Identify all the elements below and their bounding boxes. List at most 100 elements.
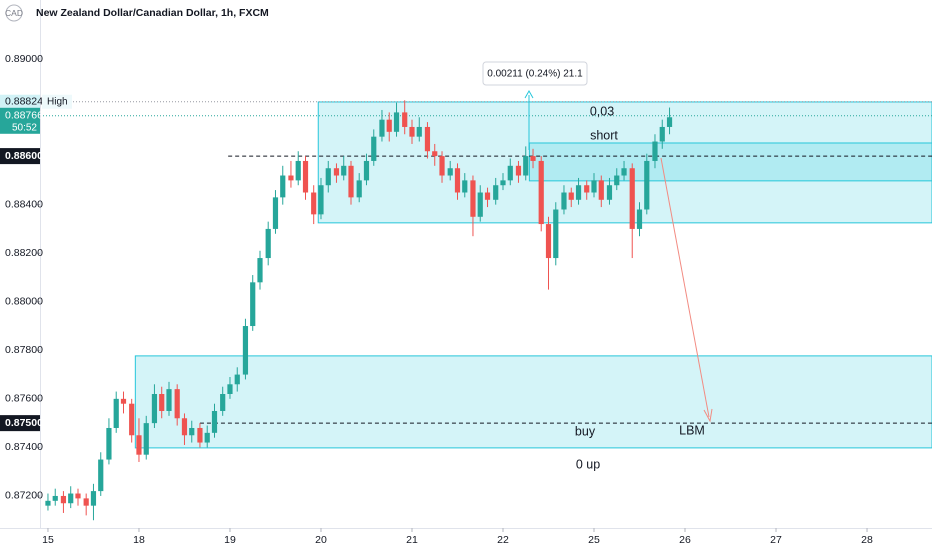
candle-body	[295, 160, 301, 181]
candle-body	[568, 192, 574, 200]
candle-body	[621, 168, 627, 176]
measure-label: 0.00211 (0.24%) 21.1	[487, 69, 583, 80]
candle-body	[493, 185, 499, 200]
candle-body	[318, 185, 324, 215]
currency-icon[interactable]	[5, 4, 23, 22]
x-tick-label: 19	[224, 534, 236, 546]
candle-body	[659, 126, 665, 142]
candle-body	[484, 192, 491, 200]
last-price-label: 0.88766	[5, 110, 43, 122]
candle-body	[477, 192, 483, 217]
y-tick-label: 0.88000	[5, 296, 43, 308]
candle-body	[447, 168, 453, 176]
candle-body	[159, 393, 165, 411]
axis-layer: 0.89000 0.88400 0.88200 0.88000 0.87800 0.876…	[0, 53, 873, 546]
zone	[134, 355, 932, 449]
candle-body	[462, 180, 468, 193]
candle-body	[439, 156, 445, 176]
y-tick-label: 0.87400	[5, 441, 43, 453]
candle-body	[341, 165, 347, 176]
candle-body	[507, 165, 513, 181]
candle-body	[523, 156, 529, 176]
candle-body	[143, 423, 149, 455]
candle-body	[280, 175, 286, 198]
candle-body	[136, 435, 142, 455]
candle-body	[454, 168, 461, 193]
candle-body	[242, 326, 249, 375]
candle-body	[500, 180, 506, 186]
candle-body	[379, 119, 385, 137]
candle-body	[250, 282, 256, 327]
candle-body	[151, 393, 158, 424]
projection-arrow	[660, 157, 710, 418]
price-axis	[0, 0, 40, 528]
candle-body	[545, 224, 552, 259]
price-badge	[0, 94, 40, 109]
zone	[317, 101, 932, 224]
measure-label-box	[482, 61, 588, 86]
candle-body	[204, 432, 210, 443]
candle-body	[515, 165, 522, 176]
annotation: short	[590, 128, 618, 142]
candle-body	[98, 459, 104, 492]
candle-body	[356, 180, 362, 198]
y-tick-label: 0.87200	[5, 490, 43, 502]
x-tick-label: 20	[315, 534, 327, 546]
candle-body	[45, 500, 51, 506]
candle-body	[416, 126, 422, 137]
candle-body	[530, 156, 536, 161]
candle-body	[591, 180, 597, 193]
annotation: 0,03	[590, 104, 614, 118]
candle-body	[636, 209, 643, 229]
x-tick-label: 21	[406, 534, 418, 546]
candle-body	[265, 228, 271, 259]
candle-body	[614, 175, 620, 186]
candle-body	[470, 180, 476, 217]
y-tick-label: 0.87800	[5, 344, 43, 356]
candle-body	[227, 384, 233, 394]
y-tick-label: 0.88400	[5, 198, 43, 210]
candle-body	[220, 393, 226, 411]
currency[interactable]: CAD	[5, 8, 23, 18]
candle-body	[629, 168, 635, 229]
candle-body	[402, 112, 408, 127]
annotation: 0 up	[576, 457, 600, 471]
chart-title: New Zealand Dollar/Canadian Dollar, 1h, …	[36, 7, 269, 19]
candle-body	[83, 498, 89, 506]
candle-body	[52, 495, 58, 501]
candle-body	[333, 168, 340, 176]
x-tick-label: 18	[133, 534, 145, 546]
candle-body	[211, 410, 218, 433]
plot-area	[40, 100, 932, 521]
candle-body	[644, 160, 650, 210]
candle-body	[553, 209, 559, 259]
zone	[528, 142, 932, 182]
candle-body	[393, 112, 400, 132]
candle-body	[272, 197, 279, 229]
last-price-badge	[0, 107, 40, 134]
candle-body	[348, 165, 354, 198]
candle-body	[129, 403, 135, 436]
candle-body	[189, 427, 195, 436]
x-tick-label: 28	[861, 534, 873, 546]
high-tag	[42, 94, 72, 109]
candle-body	[197, 427, 203, 443]
candle-body	[386, 119, 392, 132]
candle-body	[166, 389, 172, 411]
x-tick-label: 26	[679, 534, 691, 546]
y-tick-label: 0.88200	[5, 247, 43, 259]
price-badge-label: 0.88824	[5, 95, 43, 107]
candle-body	[68, 493, 74, 504]
candle-body	[666, 117, 673, 127]
candle-body	[652, 141, 658, 161]
candle-body	[538, 160, 544, 225]
candle-body	[181, 418, 188, 436]
measure-arrowhead	[524, 89, 534, 99]
candle-body	[257, 258, 263, 283]
level-label: 0.87500	[5, 417, 43, 429]
projection-arrowhead	[703, 408, 713, 423]
x-tick-label: 22	[497, 534, 509, 546]
candle-body	[606, 185, 613, 200]
